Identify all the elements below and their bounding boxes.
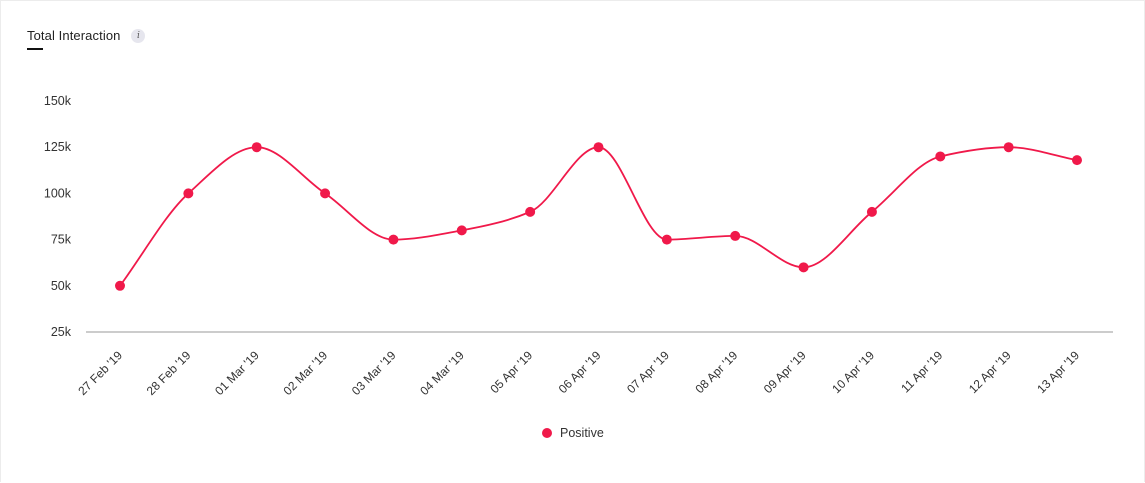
data-point[interactable]: [251, 142, 262, 153]
x-tick-label: 02 Mar '19: [280, 348, 330, 398]
x-tick-label: 05 Apr '19: [487, 348, 535, 396]
x-tick-label: 04 Mar '19: [417, 348, 467, 398]
data-point[interactable]: [935, 151, 946, 162]
y-tick-label: 75k: [51, 233, 72, 247]
data-point[interactable]: [593, 142, 604, 153]
data-point[interactable]: [183, 188, 194, 199]
y-tick-label: 50k: [51, 279, 72, 293]
x-tick-label: 28 Feb '19: [144, 348, 194, 398]
data-point[interactable]: [730, 230, 741, 241]
data-point[interactable]: [661, 234, 672, 245]
data-point[interactable]: [115, 280, 125, 291]
data-point[interactable]: [320, 188, 331, 199]
data-point[interactable]: [388, 234, 399, 245]
x-tick-label: 03 Mar '19: [349, 348, 399, 398]
data-point[interactable]: [1003, 142, 1014, 153]
data-point[interactable]: [456, 225, 467, 236]
chart-title: Total Interaction: [27, 28, 121, 43]
y-tick-label: 100k: [44, 186, 72, 200]
x-tick-label: 13 Apr '19: [1034, 348, 1082, 396]
x-tick-label: 08 Apr '19: [692, 348, 740, 396]
x-tick-label: 09 Apr '19: [761, 348, 809, 396]
chart-header: Total Interaction i: [27, 28, 146, 43]
y-tick-label: 150k: [44, 94, 72, 108]
legend-item-positive[interactable]: Positive: [542, 426, 604, 440]
data-point[interactable]: [866, 206, 877, 217]
data-point[interactable]: [1072, 155, 1082, 166]
x-tick-label: 01 Mar '19: [212, 348, 262, 398]
data-point[interactable]: [525, 206, 536, 217]
y-tick-label: 125k: [44, 140, 72, 154]
legend-label: Positive: [560, 426, 604, 440]
x-tick-label: 12 Apr '19: [966, 348, 1014, 396]
x-tick-label: 10 Apr '19: [829, 348, 877, 396]
x-tick-label: 27 Feb '19: [75, 348, 125, 398]
y-tick-label: 25k: [51, 325, 72, 339]
x-tick-label: 07 Apr '19: [624, 348, 672, 396]
x-tick-label: 06 Apr '19: [556, 348, 604, 396]
series-line-positive: [119, 146, 1078, 287]
info-icon[interactable]: i: [131, 28, 146, 43]
x-tick-label: 11 Apr '19: [898, 348, 945, 395]
legend-marker: [542, 428, 552, 438]
data-point[interactable]: [798, 262, 809, 273]
title-underline: [27, 48, 43, 50]
